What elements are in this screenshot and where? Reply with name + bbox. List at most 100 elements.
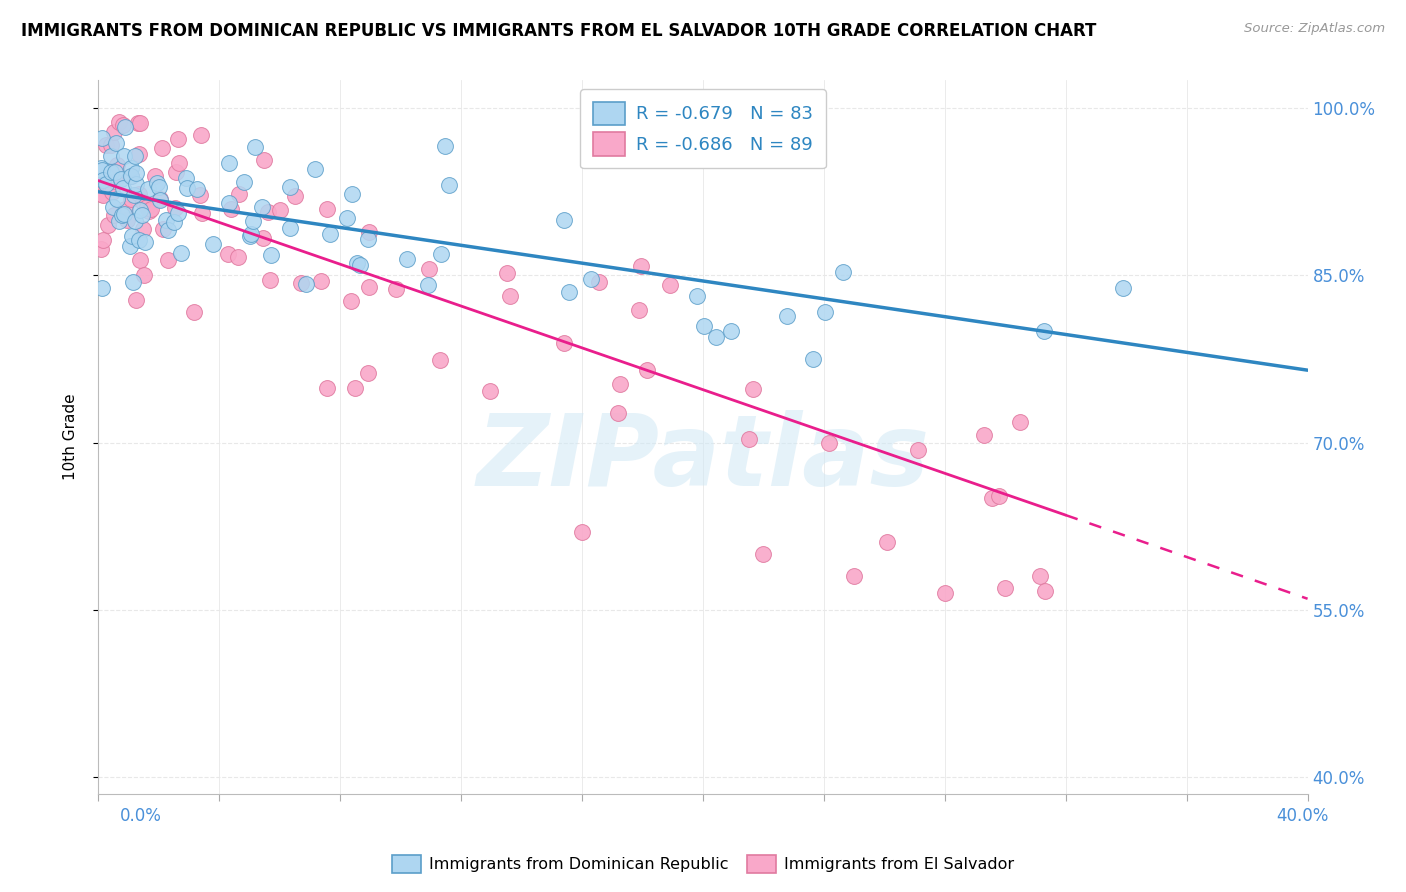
Point — [105, 136, 128, 151]
Point — [131, 208, 153, 222]
Point — [128, 146, 150, 161]
Point — [145, 176, 167, 190]
Point — [112, 119, 135, 133]
Point — [704, 330, 727, 344]
Point — [114, 202, 136, 217]
Point — [242, 214, 264, 228]
Point — [252, 231, 274, 245]
Point — [876, 535, 898, 549]
Point — [309, 274, 332, 288]
Point — [269, 202, 291, 217]
Point — [233, 176, 256, 190]
Point — [104, 165, 127, 179]
Point — [239, 227, 262, 242]
Point — [627, 303, 650, 318]
Point — [163, 215, 186, 229]
Point — [120, 169, 142, 184]
Point — [499, 288, 522, 302]
Point — [157, 253, 180, 268]
Point — [101, 200, 124, 214]
Y-axis label: 10th Grade: 10th Grade — [63, 393, 77, 481]
Point — [125, 293, 148, 307]
Point — [1033, 584, 1056, 599]
Point — [934, 586, 956, 600]
Point — [340, 293, 363, 308]
Point — [581, 271, 603, 285]
Point — [738, 432, 761, 446]
Point — [343, 381, 366, 395]
Point — [143, 169, 166, 183]
Point — [90, 186, 112, 201]
Point — [1008, 415, 1031, 429]
Point — [318, 227, 340, 242]
Point — [155, 213, 177, 227]
Point — [385, 282, 408, 296]
Point — [188, 187, 211, 202]
Point — [304, 162, 326, 177]
Point — [218, 196, 240, 211]
Point — [103, 125, 125, 139]
Point — [844, 569, 866, 583]
Point — [416, 278, 439, 293]
Point — [148, 180, 170, 194]
Point — [434, 139, 457, 153]
Point — [752, 547, 775, 561]
Point — [987, 489, 1010, 503]
Point — [217, 247, 239, 261]
Point — [115, 212, 138, 227]
Point — [112, 181, 135, 195]
Point — [132, 222, 155, 236]
Point — [290, 276, 312, 290]
Point — [111, 208, 134, 222]
Point — [395, 252, 418, 266]
Point — [278, 180, 301, 194]
Point — [183, 305, 205, 319]
Point — [93, 233, 115, 247]
Point — [139, 202, 162, 216]
Text: Source: ZipAtlas.com: Source: ZipAtlas.com — [1244, 22, 1385, 36]
Point — [357, 366, 380, 380]
Point — [110, 171, 132, 186]
Point — [437, 178, 460, 193]
Text: 0.0%: 0.0% — [120, 807, 162, 825]
Point — [124, 214, 146, 228]
Text: IMMIGRANTS FROM DOMINICAN REPUBLIC VS IMMIGRANTS FROM EL SALVADOR 10TH GRADE COR: IMMIGRANTS FROM DOMINICAN REPUBLIC VS IM… — [21, 22, 1097, 40]
Point — [357, 279, 380, 293]
Point — [357, 232, 380, 246]
Point — [219, 202, 242, 217]
Point — [201, 236, 224, 251]
Point — [129, 116, 152, 130]
Point — [190, 128, 212, 142]
Point — [742, 382, 765, 396]
Point — [316, 381, 339, 395]
Point — [430, 247, 453, 261]
Point — [636, 363, 658, 377]
Point — [104, 174, 127, 188]
Point — [105, 192, 128, 206]
Point — [191, 206, 214, 220]
Point — [94, 138, 117, 153]
Point — [1029, 569, 1052, 583]
Point — [100, 138, 122, 153]
Point — [121, 275, 143, 289]
Point — [553, 213, 575, 227]
Point — [149, 193, 172, 207]
Point — [91, 281, 114, 295]
Point — [250, 200, 273, 214]
Point — [90, 161, 112, 175]
Point — [1111, 281, 1133, 295]
Point — [112, 207, 135, 221]
Point — [186, 182, 208, 196]
Point — [152, 222, 174, 236]
Point — [278, 220, 301, 235]
Point — [496, 266, 519, 280]
Point — [120, 161, 142, 176]
Point — [128, 253, 150, 268]
Point — [120, 192, 142, 206]
Point — [138, 203, 160, 218]
Point — [686, 289, 709, 303]
Point — [103, 208, 125, 222]
Point — [218, 155, 240, 169]
Point — [167, 132, 190, 146]
Point — [91, 187, 114, 202]
